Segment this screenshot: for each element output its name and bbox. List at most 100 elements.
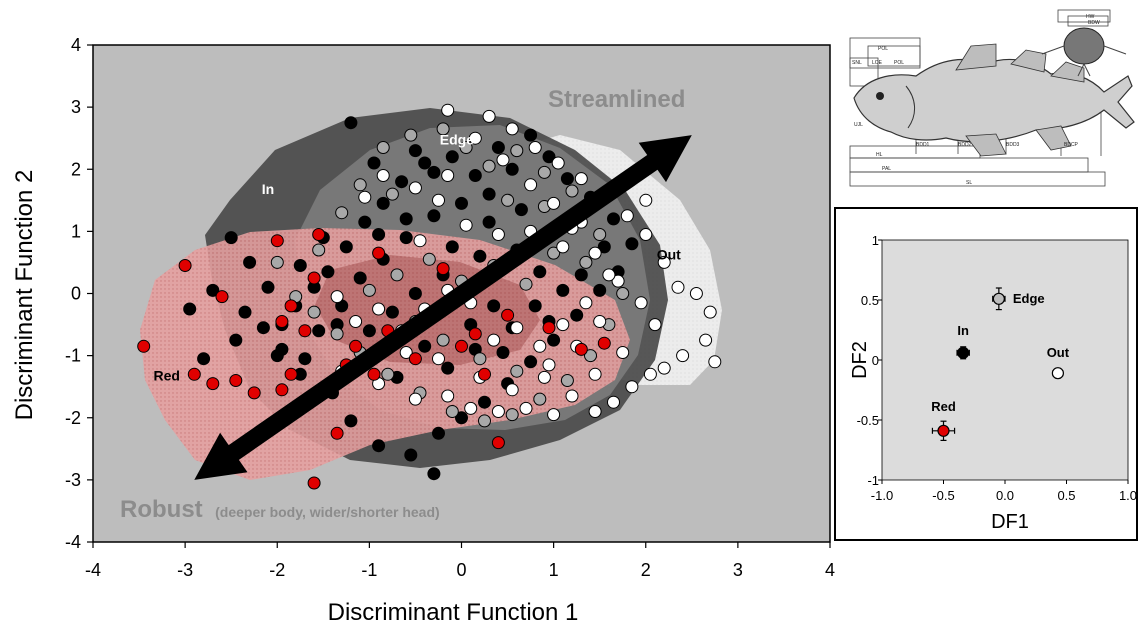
point-in [528,299,542,313]
point-out [408,392,422,406]
y-tick-label: -2 [65,408,81,428]
y-tick-label: -1 [65,346,81,366]
point-out [510,321,524,335]
point-red [330,426,344,440]
point-out [657,361,671,375]
point-out [625,380,639,394]
point-red [206,377,220,391]
point-in [524,128,538,142]
point-out [491,228,505,241]
region-label-edge: Edge [440,131,474,147]
fish-label: SNL [852,60,862,66]
fish-label: BDD1 [916,142,930,148]
fish-label: BDD2 [958,142,972,148]
point-out [602,268,616,282]
point-in [372,228,386,241]
point-in [270,349,284,363]
point-out [556,240,570,254]
point-red [436,262,450,276]
point-red [137,339,151,353]
point-in [441,361,455,375]
point-out [616,346,630,359]
point-edge [459,141,473,154]
point-in [570,308,584,322]
point-in [455,196,468,210]
point-in [206,283,220,297]
point-in [293,259,307,272]
point-in [427,165,441,179]
point-edge [330,327,344,341]
point-edge [362,283,376,297]
point-edge [312,243,326,257]
x-tick-label: 4 [825,560,835,580]
point-red [367,367,381,381]
point-out [671,280,685,294]
point-red [307,476,321,490]
region-label-in: In [262,181,274,197]
point-out [676,349,690,363]
point-in [514,203,528,217]
point-red [270,234,284,248]
y-tick-label: 2 [71,159,81,179]
point-in [395,175,409,189]
point-edge [404,128,418,142]
point-red [597,336,611,350]
point-edge [537,165,551,179]
point-in [478,395,491,409]
point-in [607,212,620,226]
point-in [339,240,353,254]
point-out [551,156,565,170]
point-in [408,144,422,158]
x-tick-label: 1 [549,560,559,580]
point-out [588,246,602,260]
point-in [358,215,372,229]
point-out [574,172,588,186]
point-red [468,327,482,341]
point-in [491,141,505,154]
point-in [533,265,547,279]
point-edge [353,178,367,192]
point-edge [385,187,399,201]
main-axis-ticks: -4 -3 -2 -1 0 1 2 3 4 4 3 2 1 0 -1 -2 -3 -4 [65,35,835,580]
point-out [496,153,510,167]
fish-head-view [1041,9,1127,77]
direction-arrow [194,135,692,480]
x-axis-label: Discriminant Function 1 [328,599,579,626]
region-labels: In Edge Out Red [153,131,681,383]
x-tick-label: 2 [641,560,651,580]
point-out [376,169,390,182]
point-red [275,315,289,328]
point-edge [510,364,524,378]
point-in [524,355,538,369]
point-out [505,122,519,136]
point-red [229,374,243,387]
point-in [238,305,252,319]
point-red [455,339,468,353]
point-in [372,439,386,453]
point-out [648,318,662,332]
point-out [372,302,386,316]
point-out [441,389,455,403]
fish-label: BDD3 [1006,142,1020,148]
point-red [247,386,261,400]
point-out [349,315,363,328]
point-edge [616,287,630,300]
y-tick-label: 0 [71,284,81,304]
point-in [344,414,358,428]
point-in [597,240,611,254]
point-in [556,283,570,297]
fish-label: PAL [882,166,891,172]
point-edge [436,122,450,136]
fish-morphometrics-figure: POL SNL LOE POL UJL HL PAL SL BDD1 BDD2 … [849,9,1135,187]
robust-label: Robust (deeper body, wider/shorter head) [120,496,440,523]
point-out [579,296,593,310]
point-edge [565,184,579,198]
point-in [298,352,312,366]
point-edge [307,305,321,319]
point-edge [376,141,390,154]
point-out [708,355,722,369]
point-in [197,352,211,366]
scatter-points [137,103,722,490]
fish-label: POL [894,60,904,66]
point-edge [593,228,607,241]
